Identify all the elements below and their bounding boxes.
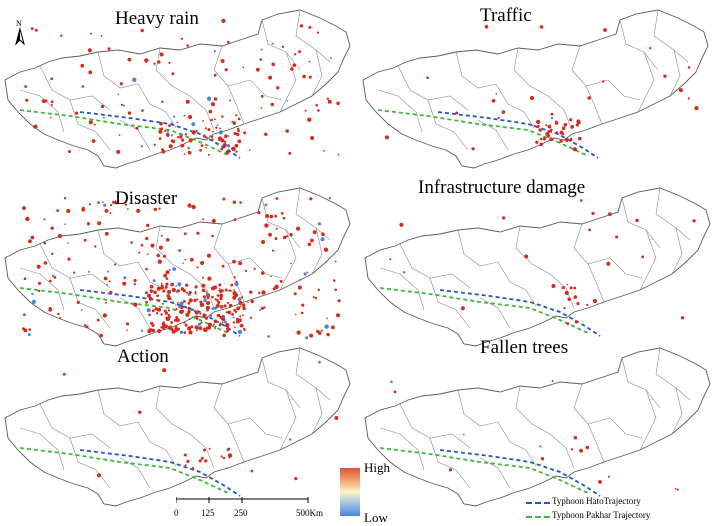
map-panel-infrastructure-damage <box>360 178 720 350</box>
panel-title-action: Action <box>117 346 169 367</box>
panel-title-fallen-trees: Fallen trees <box>480 337 569 358</box>
map-disaster <box>4 187 351 347</box>
map-infrastructure-damage <box>364 187 711 347</box>
panel-title-heavy-rain: Heavy rain <box>115 8 199 29</box>
map-heavy-rain <box>4 9 351 169</box>
map-panel-traffic <box>358 0 718 172</box>
map-panel-disaster <box>0 178 360 350</box>
map-panel-action <box>0 338 360 510</box>
pakhar-trajectory-swatch <box>526 516 550 518</box>
map-panel-fallen-trees <box>360 338 720 510</box>
scale-label-250: 250 <box>234 508 248 518</box>
map-fallen-trees <box>364 347 711 507</box>
map-action <box>4 347 351 507</box>
scale-bar <box>176 497 309 503</box>
scale-label-500: 500Km <box>296 508 323 518</box>
legend-low-label: Low <box>364 510 388 525</box>
pakhar-trajectory-label: Typhoon Pakhar Trajectory <box>552 510 651 520</box>
scale-label-125: 125 <box>201 508 215 518</box>
density-color-ramp <box>340 468 360 516</box>
scale-label-0: 0 <box>174 508 179 518</box>
legend-high-label: High <box>364 460 390 475</box>
panel-title-infrastructure-damage: Infrastructure damage <box>418 177 586 198</box>
north-arrow-icon: N <box>12 20 28 46</box>
map-panel-heavy-rain <box>0 0 360 172</box>
hato-trajectory-swatch <box>526 502 550 504</box>
map-traffic <box>362 9 709 169</box>
hato-trajectory-label: Typhoon HatoTrajectory <box>552 496 641 506</box>
panel-title-traffic: Traffic <box>480 5 532 26</box>
panel-title-disaster: Disaster <box>115 188 178 209</box>
north-label: N <box>16 19 22 28</box>
